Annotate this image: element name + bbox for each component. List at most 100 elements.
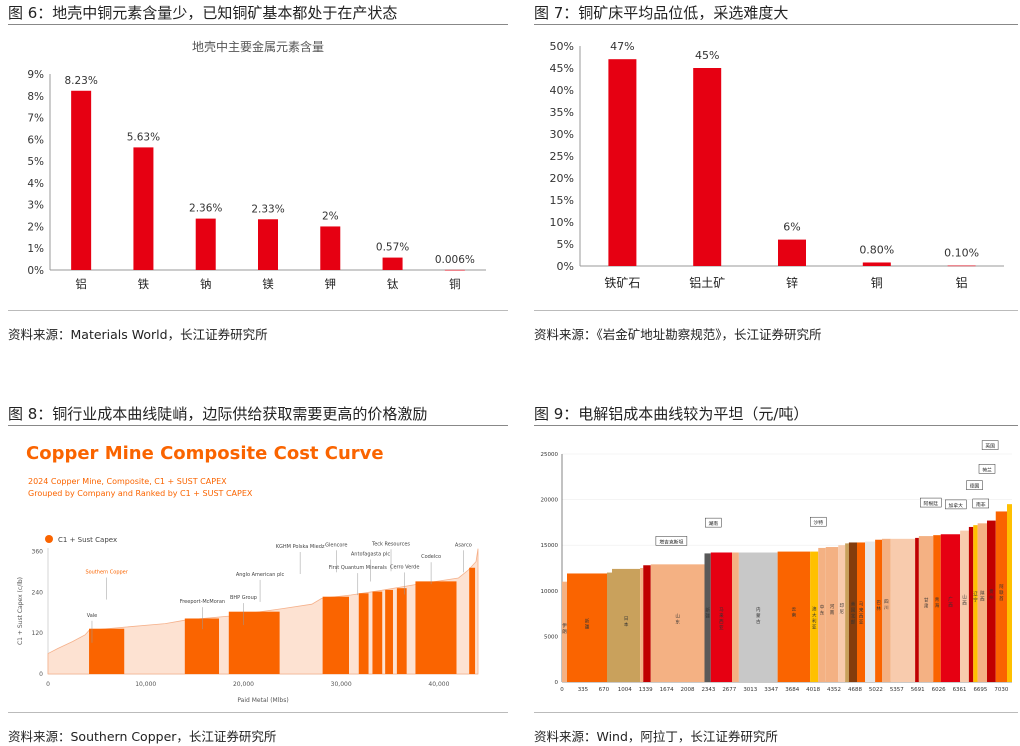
y-axis-title: C1 + Sust Capex (c/lb) <box>17 577 24 645</box>
chart-copper-cost-curve: Copper Mine Composite Cost Curve 2024 Cop… <box>17 443 479 704</box>
segment-label: 林 <box>876 605 881 612</box>
figure-9-rule <box>534 425 1018 426</box>
segment-label: 青 <box>935 596 940 603</box>
data-label: 0.006% <box>435 254 475 266</box>
y-tick-label: 50% <box>550 40 574 53</box>
y-tick-label: 35% <box>550 106 574 119</box>
segment-label: 来 <box>859 607 864 613</box>
data-label: 8.23% <box>64 75 97 87</box>
segment-label: 大 <box>812 611 817 618</box>
x-tick-label: 20,000 <box>233 681 254 688</box>
x-tick-label: 钾 <box>325 277 337 291</box>
company-bar <box>396 588 407 674</box>
segment-label: 辽 <box>973 591 978 598</box>
segment-label: 南 <box>830 609 835 616</box>
segment-label: 古 <box>756 618 761 625</box>
cost-segment <box>845 543 849 682</box>
segment-label: 马 <box>859 600 864 607</box>
y-tick-label: 30% <box>550 128 574 141</box>
figure-9-source: 资料来源：Wind，阿拉丁，长江证券研究所 <box>534 729 778 744</box>
company-label: Anglo American plc <box>236 572 285 578</box>
segment-label: 肃 <box>924 603 929 610</box>
segment-label: 亚 <box>812 624 817 630</box>
bar <box>133 147 154 270</box>
callout-box <box>705 517 722 528</box>
data-label: 45% <box>695 49 719 62</box>
y-tick-label: 20000 <box>541 498 559 504</box>
y-tick-label: 40% <box>550 84 574 97</box>
callout-box <box>981 440 999 450</box>
cost-segment <box>890 538 916 682</box>
x-tick-label: 钛 <box>387 277 399 291</box>
x-tick-label: 1339 <box>639 687 653 693</box>
chart-subtitle: 2024 Copper Mine, Composite, C1 + SUST C… <box>28 477 227 486</box>
segment-label: 西 <box>719 619 724 625</box>
cost-segment <box>973 525 978 682</box>
segment-label: 南 <box>792 611 797 618</box>
company-label: Codelco <box>421 554 441 560</box>
chart-crust-metals: 地壳中主要金属元素含量 0% 1% 2% 3% 4% 5% 6% 7% 8% 9% 8.23% 铝 5.6… <box>27 39 486 291</box>
data-label: 5.63% <box>127 131 160 143</box>
x-tick-label: 铜 <box>449 277 461 291</box>
bar <box>693 68 722 266</box>
bar <box>862 262 891 266</box>
cost-segment <box>933 535 941 682</box>
figure-6-rule <box>8 24 508 25</box>
cost-segment <box>918 536 934 682</box>
company-bar <box>415 581 457 674</box>
company-bar <box>89 628 125 674</box>
y-tick-label: 240 <box>32 589 44 596</box>
x-tick-label: 6026 <box>932 687 946 693</box>
company-bar <box>372 591 383 674</box>
segment-label: 西 <box>948 603 953 609</box>
cost-segment <box>567 573 607 682</box>
x-tick-label: 铝 <box>75 277 87 291</box>
cost-segment <box>732 552 739 682</box>
company-bar <box>358 593 369 674</box>
y-tick-label: 2% <box>27 221 44 233</box>
figure-6-source: 资料来源：Materials World，长江证券研究所 <box>8 327 268 342</box>
bar <box>320 226 341 270</box>
data-label: 0.80% <box>859 243 894 256</box>
x-tick-label: 4352 <box>827 687 841 693</box>
y-tick-label: 20% <box>550 172 574 185</box>
chart-title: Copper Mine Composite Cost Curve <box>26 443 384 464</box>
callout-label: 英国 <box>985 443 995 450</box>
y-tick-label: 9% <box>27 69 44 81</box>
cost-segment <box>857 542 866 682</box>
legend-label: C1 + Sust Capex <box>58 536 117 544</box>
callout-box <box>978 464 996 474</box>
callout-box <box>655 536 688 546</box>
company-bar <box>469 567 476 674</box>
chart-title: 地壳中主要金属元素含量 <box>192 39 324 54</box>
y-tick-label: 25000 <box>541 452 559 458</box>
bar <box>258 219 278 270</box>
company-label: Vale <box>87 613 98 619</box>
segment-label: 亚 <box>859 619 864 625</box>
segment-label: 云 <box>792 606 797 612</box>
segment-label: 日 <box>624 616 629 622</box>
x-tick-label: 335 <box>578 687 589 693</box>
bar <box>382 257 403 270</box>
y-tick-label: 1% <box>27 243 44 255</box>
figure-8-title: 图 8：铜行业成本曲线陡峭，边际供给获取需要更高的价格激励 <box>8 405 428 423</box>
y-tick-label: 0% <box>27 265 44 277</box>
cost-segment <box>643 565 651 682</box>
segment-label: 四 <box>884 599 889 605</box>
y-tick-label: 0 <box>555 680 559 686</box>
figure-9-title: 图 9：电解铝成本曲线较为平坦（元/吨） <box>534 405 809 423</box>
cost-segment <box>940 534 961 682</box>
x-tick-label: 5691 <box>911 687 925 693</box>
callout-label: 德国 <box>970 483 980 490</box>
company-bar <box>228 611 280 674</box>
company-label: First Quantum Minerals <box>329 565 387 571</box>
x-tick-label: 3684 <box>785 687 799 693</box>
company-label: Teck Resources <box>371 541 410 547</box>
y-tick-label: 8% <box>27 91 44 103</box>
segment-label: 内 <box>756 606 761 613</box>
segment-label: 联 <box>999 589 1004 596</box>
segment-label: 陕 <box>980 590 985 597</box>
x-tick-label: 铁矿石 <box>604 276 640 290</box>
cost-segment <box>987 520 996 682</box>
callout-label: 阿根廷 <box>924 500 939 507</box>
